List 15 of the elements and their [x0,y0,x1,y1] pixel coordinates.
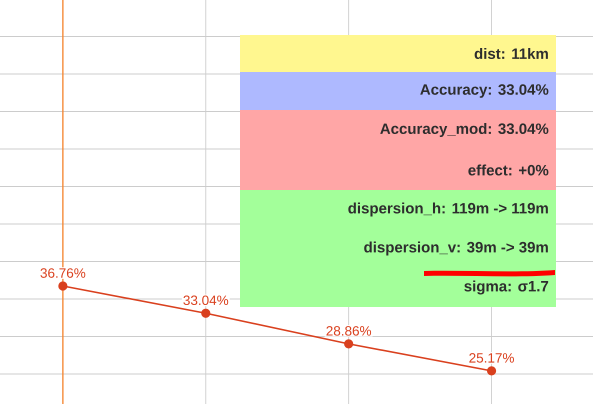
text: dist: 11km [474,48,548,59]
point [486,366,496,376]
annotation: sigma: σ1.7 [464,280,548,295]
data-label: 28.86% [326,326,372,336]
text: Accuracy_mod: 33.04% [380,123,548,137]
point [201,308,210,318]
text: dispersion_v: 39m -> 39m [364,242,548,256]
text: effect: +0% [468,164,548,176]
data-label: 33.04% [183,296,228,306]
data-label: 36.76% [40,268,86,278]
text: Accuracy: 33.04% [420,84,548,98]
point [58,281,68,291]
text: dispersion_h: 119m -> 119m [348,202,548,216]
point [344,339,354,348]
data-label: 25.17% [469,353,514,363]
